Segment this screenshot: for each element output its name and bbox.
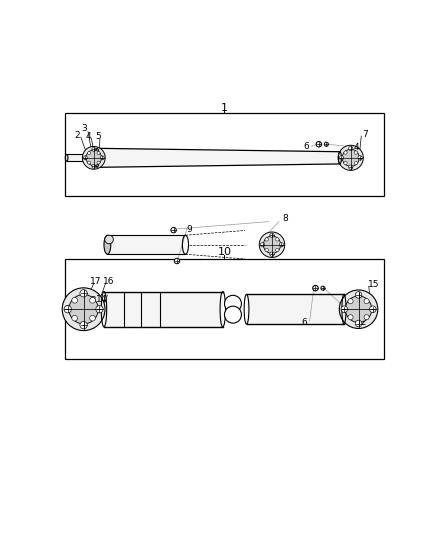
Circle shape	[80, 321, 87, 329]
Text: 1: 1	[221, 103, 228, 113]
Circle shape	[265, 248, 268, 252]
Text: 9: 9	[186, 224, 192, 233]
Circle shape	[341, 306, 348, 312]
Circle shape	[338, 146, 363, 171]
Circle shape	[354, 151, 358, 154]
Circle shape	[345, 296, 372, 322]
Text: 13: 13	[86, 296, 98, 305]
Circle shape	[88, 161, 91, 164]
Circle shape	[321, 286, 325, 290]
Circle shape	[355, 320, 362, 327]
Circle shape	[224, 295, 241, 312]
Circle shape	[83, 156, 87, 160]
Ellipse shape	[65, 155, 68, 161]
Circle shape	[96, 305, 103, 313]
Circle shape	[82, 147, 105, 169]
Circle shape	[80, 289, 87, 297]
Text: 7: 7	[363, 130, 368, 139]
Circle shape	[90, 297, 95, 303]
Text: 6: 6	[304, 142, 310, 151]
Circle shape	[344, 161, 347, 165]
Circle shape	[88, 151, 91, 155]
Polygon shape	[247, 294, 344, 324]
Polygon shape	[97, 148, 340, 167]
Text: 3: 3	[82, 125, 88, 133]
Circle shape	[276, 238, 279, 241]
Text: 6: 6	[302, 318, 307, 327]
Circle shape	[72, 297, 78, 303]
Circle shape	[324, 142, 328, 146]
Circle shape	[370, 306, 376, 312]
Circle shape	[349, 147, 353, 151]
Circle shape	[69, 295, 98, 324]
Circle shape	[97, 161, 100, 164]
Circle shape	[92, 148, 96, 151]
Circle shape	[364, 298, 369, 304]
Circle shape	[263, 236, 281, 254]
Circle shape	[339, 290, 378, 328]
Circle shape	[171, 228, 176, 233]
Ellipse shape	[104, 235, 111, 254]
Circle shape	[348, 314, 353, 320]
Circle shape	[358, 156, 362, 160]
Circle shape	[86, 150, 102, 166]
Circle shape	[259, 232, 285, 257]
Circle shape	[339, 156, 343, 160]
Circle shape	[72, 316, 78, 321]
Text: 16: 16	[103, 277, 115, 286]
Circle shape	[100, 156, 104, 160]
Circle shape	[276, 248, 279, 252]
Text: 4: 4	[353, 143, 359, 152]
Circle shape	[316, 142, 321, 147]
Circle shape	[355, 292, 362, 298]
Circle shape	[174, 259, 180, 264]
Text: 4: 4	[85, 132, 91, 141]
Polygon shape	[67, 155, 90, 161]
Text: 14: 14	[96, 295, 107, 304]
Text: 15: 15	[368, 280, 380, 289]
Circle shape	[270, 252, 274, 256]
Circle shape	[348, 298, 353, 304]
Circle shape	[97, 151, 100, 155]
Circle shape	[344, 151, 347, 154]
Polygon shape	[104, 292, 223, 327]
Circle shape	[92, 164, 96, 168]
Polygon shape	[107, 235, 185, 254]
Circle shape	[62, 288, 105, 330]
Circle shape	[260, 243, 265, 247]
Circle shape	[105, 235, 113, 244]
Circle shape	[90, 316, 95, 321]
Circle shape	[279, 243, 284, 247]
Text: 12: 12	[77, 298, 88, 308]
Circle shape	[364, 314, 369, 320]
Text: 11: 11	[65, 305, 77, 314]
Bar	[65, 259, 384, 359]
Text: 17: 17	[90, 277, 101, 286]
Bar	[65, 113, 384, 196]
Circle shape	[313, 286, 318, 291]
Circle shape	[64, 305, 71, 313]
Circle shape	[224, 306, 241, 323]
Text: 10: 10	[218, 247, 231, 257]
Circle shape	[342, 149, 359, 166]
Circle shape	[265, 238, 268, 241]
Text: 8: 8	[283, 214, 289, 223]
Text: 12: 12	[356, 318, 367, 327]
Circle shape	[270, 233, 274, 238]
Text: 2: 2	[74, 131, 80, 140]
Circle shape	[354, 161, 358, 165]
Circle shape	[349, 165, 353, 169]
Text: 5: 5	[95, 132, 101, 141]
